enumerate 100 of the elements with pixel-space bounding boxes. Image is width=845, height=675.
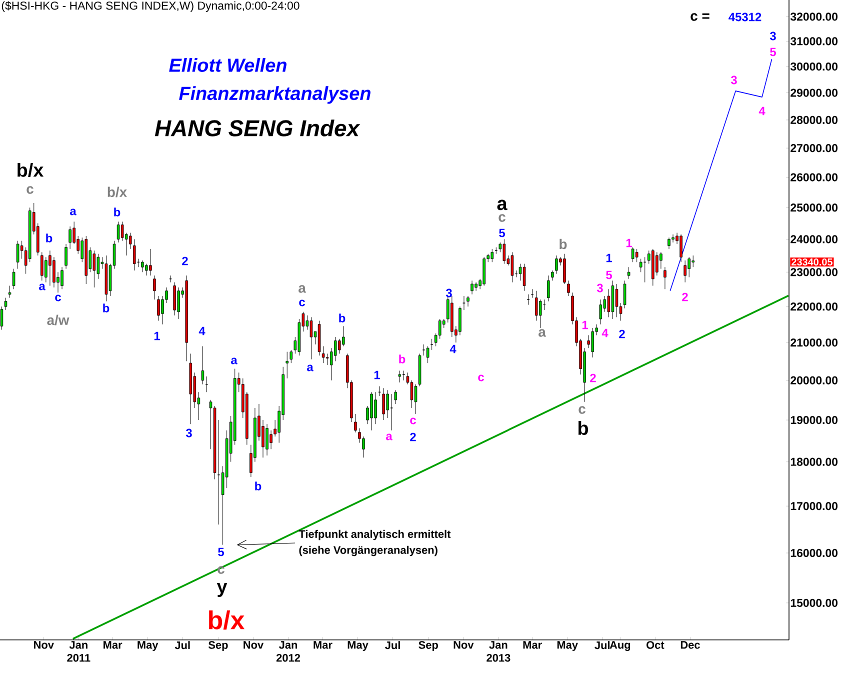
y-tick-label: 25000.00 [790, 204, 838, 212]
annotation: Tiefpunkt analytisch ermittelt [298, 530, 451, 540]
x-tick-label: May [138, 641, 158, 651]
candlestick [60, 266, 64, 290]
annotation: Finanzmarktanalysen [179, 86, 370, 104]
candlestick [631, 247, 634, 262]
annotation: (siehe Vorgängeranalysen) [299, 546, 438, 556]
candlestick [44, 256, 48, 283]
candlestick [438, 318, 442, 340]
annotation: a [231, 358, 238, 364]
x-tick-label: Jan 2011 [67, 641, 90, 662]
candlestick [684, 260, 686, 283]
candlestick [627, 266, 630, 280]
x-tick-label: Jul [174, 641, 190, 650]
candlestick [538, 299, 542, 328]
annotation: a [70, 208, 76, 216]
annotation: 4 [602, 328, 608, 338]
annotation: 5 [499, 228, 505, 238]
candlestick [362, 436, 365, 458]
candlestick [266, 424, 268, 456]
annotation: 2 [182, 256, 188, 266]
annotation: c [478, 374, 484, 382]
annotation: b/x [18, 162, 44, 178]
annotation: 3 [596, 284, 603, 292]
candlestick [502, 238, 506, 264]
candlestick [470, 280, 474, 295]
y-tick-label: 27000.00 [790, 144, 838, 152]
x-tick-label: Jan 2012 [276, 641, 300, 662]
annotation: c [299, 300, 305, 306]
candlestick [153, 275, 156, 300]
candlestick [128, 232, 132, 250]
annotation: 3 [186, 428, 192, 438]
candlestick [310, 316, 313, 360]
candlestick [466, 296, 470, 307]
candlestick [286, 352, 289, 379]
candlestick [149, 248, 152, 276]
candlestick [563, 254, 566, 284]
annotation: b [560, 238, 567, 250]
x-tick-label: Sep [208, 641, 228, 652]
candlestick [374, 392, 377, 424]
candlestick [141, 260, 144, 272]
candlestick [680, 234, 682, 262]
candlestick [40, 252, 44, 281]
annotation: 2 [590, 374, 596, 382]
annotation: a [497, 200, 508, 210]
x-tick-label: Jan 2013 [486, 641, 510, 662]
candlestick [591, 328, 594, 358]
y-tick-label: 20000.00 [790, 376, 838, 384]
annotation: c [578, 406, 586, 414]
chart-title: ($HSI-HKG - HANG SENG INDEX,W) Dynamic,0:00-24:00 [2, 1, 300, 12]
annotation: 1 [374, 370, 380, 380]
annotation: y [216, 583, 228, 597]
annotation: 5 [606, 270, 612, 280]
candlestick [555, 255, 558, 274]
annotation: 45312 [728, 12, 762, 22]
y-tick-label: 29000.00 [790, 88, 838, 97]
annotation: b/x [108, 186, 127, 198]
x-tick-label: Mar [314, 641, 332, 649]
candlestick [490, 248, 494, 262]
annotation: 3 [730, 76, 737, 84]
candlestick [201, 346, 204, 385]
candlestick [132, 238, 136, 271]
candlestick [177, 287, 180, 320]
annotation: 2 [682, 292, 688, 302]
candlestick [16, 240, 20, 270]
candlestick [394, 390, 398, 404]
candlestick [12, 268, 16, 290]
annotation: 4 [198, 326, 206, 336]
x-tick-label: Sep [418, 641, 438, 652]
candlestick [382, 388, 385, 420]
candlestick [390, 394, 394, 431]
y-tick-label: 15000.00 [790, 598, 838, 607]
x-tick-label: Jul [594, 641, 610, 650]
annotation: b [114, 208, 120, 216]
candlestick [660, 252, 662, 270]
x-tick-label: Jul [385, 641, 400, 650]
y-tick-label: 18000.00 [790, 458, 838, 466]
annotation: b [339, 314, 346, 322]
candlestick [326, 353, 329, 366]
candlestick [48, 250, 52, 286]
y-tick-label: 28000.00 [790, 116, 838, 124]
annotation: a [386, 434, 392, 440]
candlestick [64, 244, 68, 270]
annotation: c [498, 214, 506, 222]
candlestick [116, 221, 120, 243]
y-tick-label: 21000.00 [790, 338, 838, 347]
annotation: a [307, 364, 314, 372]
annotation: b [399, 354, 406, 364]
candlestick [398, 370, 402, 383]
candlestick [668, 237, 670, 250]
annotation: 3 [446, 288, 452, 298]
candlestick [96, 254, 100, 280]
candlestick [370, 392, 373, 431]
annotation: 3 [770, 32, 776, 40]
annotation: 1 [154, 332, 160, 340]
y-tick-label: 31000.00 [790, 37, 838, 46]
annotation: b [46, 234, 52, 242]
annotation: a [298, 285, 306, 293]
annotation: 1 [582, 320, 588, 330]
candlestick [120, 221, 124, 242]
